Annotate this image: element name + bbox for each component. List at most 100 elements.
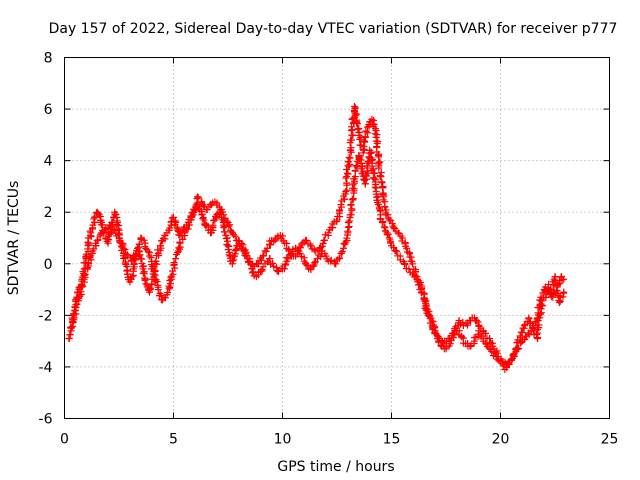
data-point <box>200 216 208 224</box>
data-point-fill <box>550 275 558 283</box>
data-point <box>486 335 494 343</box>
chart-title: Day 157 of 2022, Sidereal Day-to-day VTE… <box>49 21 618 37</box>
data-point-fill <box>337 249 345 257</box>
data-point-fill <box>387 216 395 224</box>
data-point-fill <box>231 232 239 240</box>
data-point <box>555 298 563 306</box>
data-point-fill <box>335 254 343 262</box>
data-point-fill <box>352 162 360 170</box>
data-point-fill <box>112 210 120 218</box>
data-point-fill <box>347 201 355 209</box>
data-point-fill <box>121 246 129 254</box>
data-point-fill <box>170 259 178 267</box>
data-point-fill <box>230 231 238 239</box>
data-point-fill <box>375 164 383 172</box>
data-point-fill <box>166 284 174 292</box>
data-point-fill <box>317 244 325 252</box>
data-point-fill <box>86 254 94 262</box>
data-point <box>361 180 369 188</box>
data-point-fill <box>364 157 372 165</box>
data-point-fill <box>96 230 104 238</box>
data-point-fill <box>225 222 233 230</box>
data-point-fill <box>66 331 74 339</box>
data-point-fill <box>343 169 351 177</box>
x-axis-label: GPS time / hours <box>277 459 394 475</box>
data-point-fill <box>345 153 353 161</box>
y-tick-label: 8 <box>44 51 53 67</box>
data-point-fill <box>209 221 217 229</box>
data-point-fill <box>348 184 356 192</box>
data-point-fill <box>104 225 112 233</box>
data-point-fill <box>547 285 555 293</box>
data-point <box>368 115 376 123</box>
data-point-fill <box>310 259 318 267</box>
data-point-fill <box>344 219 352 227</box>
data-point <box>255 260 263 268</box>
data-point-fill <box>249 261 257 269</box>
data-point-fill <box>123 270 131 278</box>
data-point-fill <box>231 247 239 255</box>
data-point-fill <box>344 170 352 178</box>
data-point-fill <box>153 278 161 286</box>
data-point-fill <box>421 298 429 306</box>
data-point-fill <box>337 201 345 209</box>
data-point <box>193 193 201 201</box>
data-point-fill <box>79 282 87 290</box>
data-point-fill <box>168 214 176 222</box>
data-point <box>507 355 515 363</box>
data-point-fill <box>377 173 385 181</box>
data-point-fill <box>535 321 543 329</box>
data-point-fill <box>458 333 466 341</box>
data-point-fill <box>140 270 148 278</box>
data-point <box>119 244 127 252</box>
data-point-fill <box>119 254 127 262</box>
data-point-fill <box>393 247 401 255</box>
data-point <box>512 345 520 353</box>
y-tick-label: 6 <box>44 102 53 118</box>
data-point <box>542 291 550 299</box>
data-point-fill <box>225 251 233 259</box>
data-point <box>403 244 411 252</box>
data-point-fill <box>273 267 281 275</box>
data-point-fill <box>344 227 352 235</box>
data-point-fill <box>357 141 365 149</box>
data-point-fill <box>161 294 169 302</box>
data-point <box>324 229 332 237</box>
data-point-fill <box>378 218 386 226</box>
data-point-fill <box>369 120 377 128</box>
data-point-fill <box>409 260 417 268</box>
data-point-fill <box>342 174 350 182</box>
data-point-fill <box>332 260 340 268</box>
data-point-fill <box>384 230 392 238</box>
y-tick-label: 4 <box>44 154 53 170</box>
data-point-fill <box>352 112 360 120</box>
data-point-fill <box>366 149 374 157</box>
data-point-fill <box>546 289 554 297</box>
data-point <box>473 317 481 325</box>
data-point-fill <box>188 212 196 220</box>
data-point-fill <box>166 280 174 288</box>
data-point-fill <box>372 126 380 134</box>
data-point-fill <box>266 255 274 263</box>
data-point <box>146 252 154 260</box>
plot-frame <box>64 57 610 419</box>
data-point-fill <box>77 288 85 296</box>
y-tick-label: -6 <box>39 412 53 428</box>
data-point-fill <box>536 310 544 318</box>
data-point-fill <box>266 241 274 249</box>
data-point-fill <box>378 179 386 187</box>
x-tick-label: 15 <box>383 432 401 448</box>
data-point-fill <box>371 183 379 191</box>
data-point-fill <box>108 221 116 229</box>
data-point-fill <box>280 265 288 273</box>
data-point <box>529 327 537 335</box>
x-tick-label: 25 <box>601 432 619 448</box>
data-point <box>93 237 101 245</box>
data-point-fill <box>72 310 80 318</box>
y-tick-label: 2 <box>44 205 53 221</box>
data-point-fill <box>151 271 159 279</box>
data-point-fill <box>141 276 149 284</box>
data-point-fill <box>200 202 208 210</box>
data-point-fill <box>132 251 140 259</box>
data-point-fill <box>232 245 240 253</box>
